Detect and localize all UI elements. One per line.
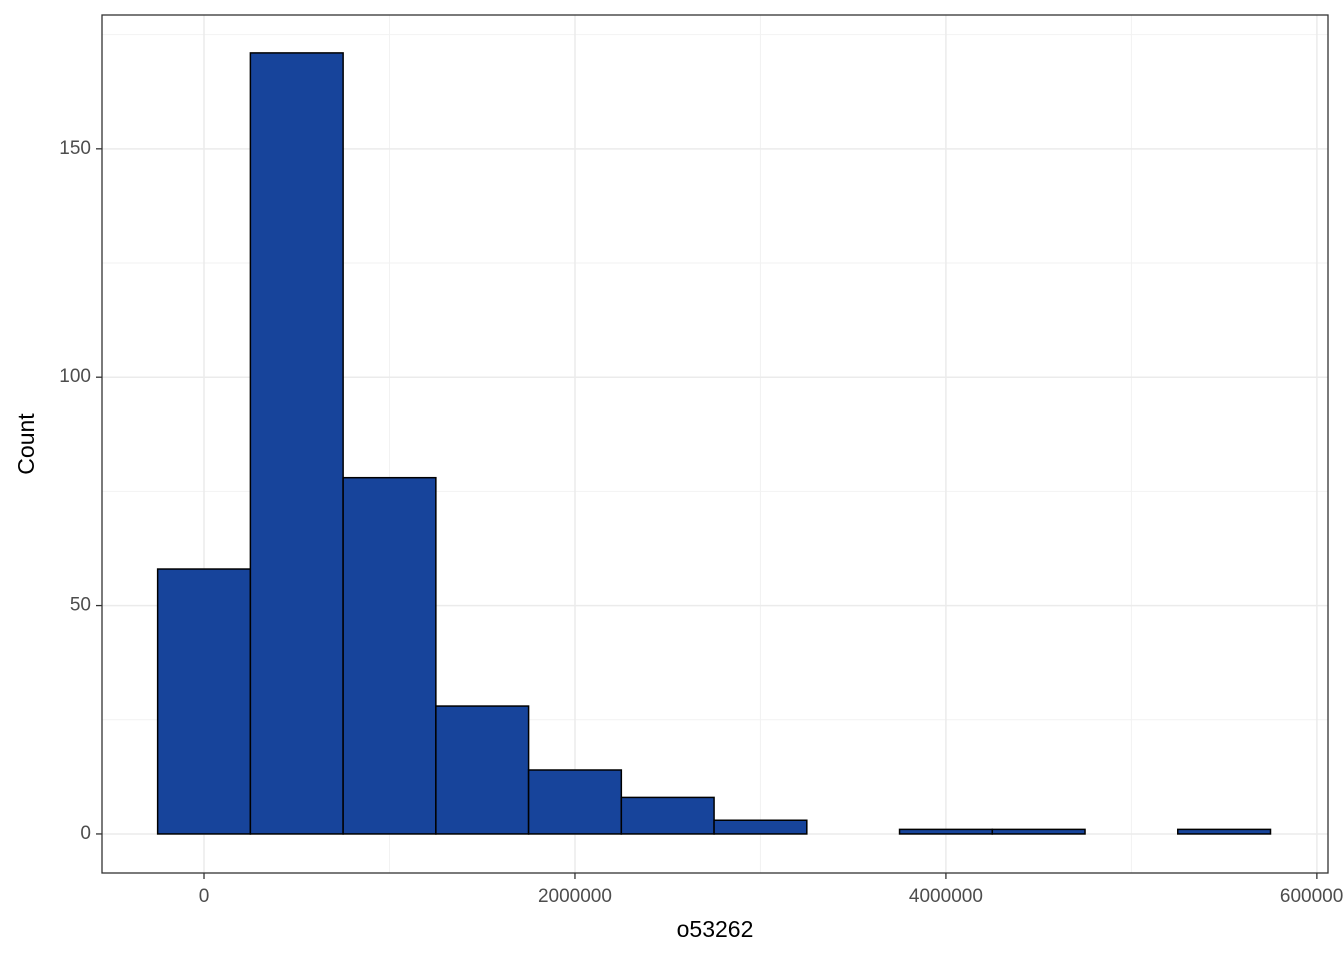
y-axis-title: Count: [13, 413, 39, 475]
bar: [249, 52, 344, 835]
bar: [1177, 828, 1272, 835]
bar: [527, 769, 623, 835]
y-tick-label: 50: [70, 595, 91, 616]
bar: [991, 828, 1086, 835]
bar: [620, 796, 715, 835]
y-tick-label: 150: [59, 138, 91, 159]
bar: [713, 819, 808, 835]
y-tick-label: 0: [80, 823, 91, 844]
bar: [898, 828, 994, 835]
y-tick-label: 100: [59, 366, 91, 387]
x-tick-label: 4000000: [909, 886, 983, 907]
bar: [156, 568, 252, 835]
panel-border: [101, 14, 1329, 874]
x-tick-label: 6000000: [1280, 886, 1344, 907]
x-tick-label: 0: [199, 886, 210, 907]
x-tick-label: 2000000: [538, 886, 612, 907]
x-axis-title: o53262: [677, 916, 754, 942]
bar: [435, 705, 530, 835]
bar: [342, 476, 437, 835]
